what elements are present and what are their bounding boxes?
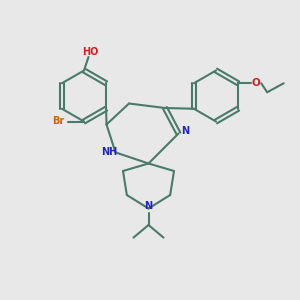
Text: O: O bbox=[252, 78, 260, 88]
Text: Br: Br bbox=[52, 116, 64, 127]
Text: NH: NH bbox=[101, 147, 117, 158]
Text: N: N bbox=[144, 201, 153, 211]
Text: N: N bbox=[181, 126, 189, 136]
Text: HO: HO bbox=[82, 46, 98, 57]
